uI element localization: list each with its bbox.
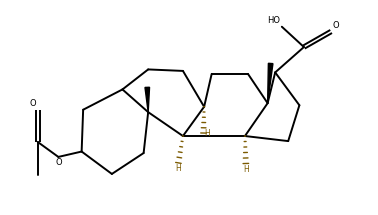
Polygon shape [268,63,273,103]
Text: H: H [175,164,181,173]
Text: O: O [29,99,36,108]
Text: HO: HO [267,16,280,25]
Polygon shape [145,87,150,112]
Text: H: H [204,129,210,138]
Text: O: O [55,158,62,167]
Text: O: O [333,21,339,30]
Text: H: H [243,165,249,174]
